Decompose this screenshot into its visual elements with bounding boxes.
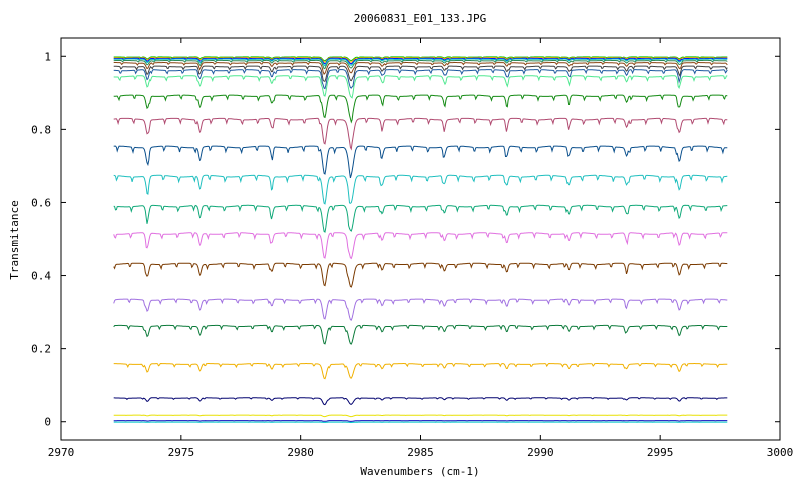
x-tick-label: 3000 <box>767 446 794 459</box>
y-tick-label: 0.4 <box>31 270 51 283</box>
series-line <box>113 145 728 179</box>
x-tick-label: 2980 <box>287 446 314 459</box>
series-line <box>113 414 728 418</box>
y-tick-label: 0.8 <box>31 123 51 136</box>
series-line <box>113 420 728 422</box>
x-axis-label: Wavenumbers (cm-1) <box>360 465 479 478</box>
series-line <box>113 324 728 345</box>
series-line <box>113 59 728 70</box>
series-line <box>113 62 728 75</box>
series-line <box>113 262 728 288</box>
x-tick-label: 2985 <box>407 446 434 459</box>
series-line <box>113 397 728 406</box>
x-tick-label: 2975 <box>168 446 195 459</box>
x-tick-label: 2990 <box>527 446 554 459</box>
series-line <box>113 204 728 233</box>
series-line <box>113 174 728 205</box>
series-line <box>113 117 728 151</box>
series-line <box>113 232 728 260</box>
y-tick-label: 0.6 <box>31 196 51 209</box>
series-line <box>113 58 728 67</box>
y-tick-label: 0 <box>44 416 51 429</box>
x-tick-label: 2995 <box>647 446 674 459</box>
y-axis-label: Transmitance <box>8 200 21 279</box>
series-line <box>113 65 728 82</box>
series-line <box>113 75 728 99</box>
series-line <box>113 69 728 90</box>
series-line <box>113 94 728 124</box>
series-layer <box>113 56 728 423</box>
y-tick-label: 1 <box>44 50 51 63</box>
series-line <box>113 298 728 321</box>
ticks-layer: 2970 2975 2980 2985 2990 2995 3000 0 0.2 0.4 0.6 0.… <box>31 38 793 459</box>
plot-frame <box>60 37 781 441</box>
x-tick-label: 2970 <box>48 446 75 459</box>
series-line <box>113 57 728 65</box>
y-tick-label: 0.2 <box>31 343 51 356</box>
series-line <box>113 362 728 380</box>
chart-title: 20060831_E01_133.JPG <box>354 12 486 25</box>
